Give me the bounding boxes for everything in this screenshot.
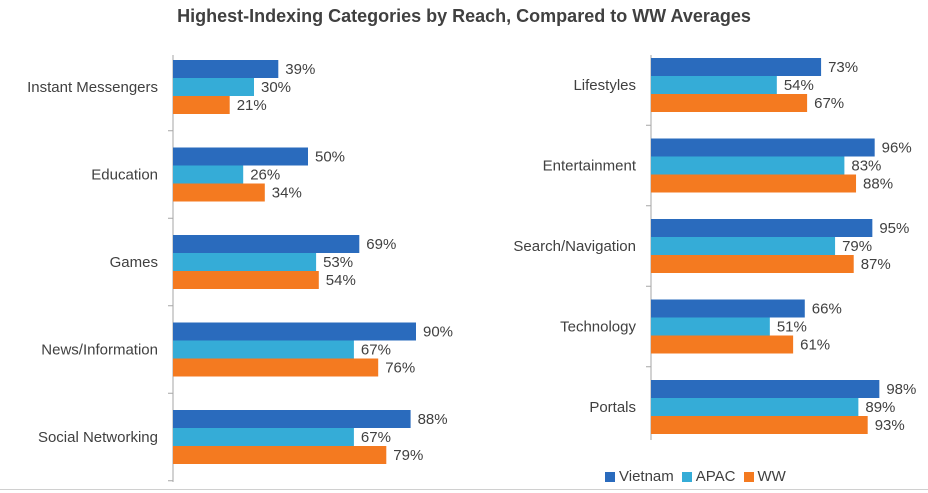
bar-social-networking-apac	[173, 428, 354, 446]
legend-item-vietnam: Vietnam	[605, 468, 674, 485]
category-label-instant-messengers: Instant Messengers	[27, 79, 158, 96]
value-label-lifestyles-apac: 54%	[784, 77, 814, 94]
bar-technology-vietnam	[651, 299, 805, 318]
bar-search-navigation-vietnam	[651, 219, 873, 237]
bar-news-information-ww	[173, 358, 379, 377]
value-label-games-ww: 54%	[326, 272, 356, 289]
legend-swatch-ww	[743, 471, 754, 482]
value-label-lifestyles-ww: 67%	[814, 95, 844, 112]
value-label-search-navigation-apac: 79%	[842, 238, 872, 255]
legend: Vietnam APAC WW	[605, 468, 794, 485]
bar-entertainment-ww	[651, 174, 857, 193]
value-label-instant-messengers-ww: 21%	[237, 97, 267, 114]
bar-lifestyles-vietnam	[651, 58, 822, 76]
bar-games-vietnam	[173, 235, 360, 253]
value-label-news-information-vietnam: 90%	[423, 324, 453, 341]
value-label-search-navigation-vietnam: 95%	[879, 220, 909, 237]
legend-label-ww: WW	[757, 468, 786, 485]
category-label-portals: Portals	[589, 399, 636, 416]
value-label-instant-messengers-apac: 30%	[261, 79, 291, 96]
bar-games-apac	[173, 253, 317, 271]
legend-label-vietnam: Vietnam	[619, 468, 674, 485]
bottom-divider	[0, 489, 928, 490]
bar-portals-vietnam	[651, 380, 880, 398]
bar-technology-ww	[651, 335, 794, 354]
bar-news-information-vietnam	[173, 322, 416, 341]
category-label-games: Games	[110, 254, 158, 271]
value-label-portals-apac: 89%	[865, 399, 895, 416]
legend-item-ww: WW	[743, 468, 786, 485]
value-label-social-networking-ww: 79%	[393, 447, 423, 464]
bar-education-vietnam	[173, 147, 308, 166]
legend-swatch-apac	[681, 471, 692, 482]
category-label-social-networking: Social Networking	[38, 429, 158, 446]
bar-entertainment-apac	[651, 156, 845, 175]
bar-lifestyles-ww	[651, 94, 808, 112]
value-label-education-ww: 34%	[272, 185, 302, 202]
category-label-education: Education	[91, 167, 158, 184]
value-label-portals-ww: 93%	[875, 417, 905, 434]
value-label-lifestyles-vietnam: 73%	[828, 59, 858, 76]
value-label-entertainment-vietnam: 96%	[882, 140, 912, 157]
category-label-lifestyles: Lifestyles	[573, 77, 636, 94]
bar-education-ww	[173, 183, 265, 202]
value-label-portals-vietnam: 98%	[886, 381, 916, 398]
bar-technology-apac	[651, 317, 770, 336]
chart-title: Highest-Indexing Categories by Reach, Co…	[177, 6, 751, 26]
legend-item-apac: APAC	[681, 468, 736, 485]
bar-lifestyles-apac	[651, 76, 777, 94]
value-label-social-networking-vietnam: 88%	[418, 411, 448, 428]
category-label-technology: Technology	[560, 319, 636, 336]
bar-news-information-apac	[173, 340, 354, 359]
legend-swatch-vietnam	[605, 471, 615, 482]
bar-portals-ww	[651, 416, 868, 434]
category-label-entertainment: Entertainment	[543, 158, 637, 175]
value-label-education-apac: 26%	[250, 167, 280, 184]
bar-search-navigation-ww	[651, 255, 854, 273]
value-label-social-networking-apac: 67%	[361, 429, 391, 446]
value-label-education-vietnam: 50%	[315, 149, 345, 166]
value-label-news-information-ww: 76%	[385, 360, 415, 377]
category-label-news-information: News/Information	[41, 342, 158, 359]
bar-entertainment-vietnam	[651, 138, 875, 157]
value-label-entertainment-apac: 83%	[851, 158, 881, 175]
value-label-games-vietnam: 69%	[366, 236, 396, 253]
bar-search-navigation-apac	[651, 237, 836, 255]
value-label-technology-ww: 61%	[800, 337, 830, 354]
bar-portals-apac	[651, 398, 859, 416]
value-label-entertainment-ww: 88%	[863, 176, 893, 193]
value-label-news-information-apac: 67%	[361, 342, 391, 359]
bar-instant-messengers-ww	[173, 96, 230, 114]
value-label-games-apac: 53%	[323, 254, 353, 271]
value-label-technology-vietnam: 66%	[812, 301, 842, 318]
legend-label-apac: APAC	[695, 468, 736, 485]
bar-social-networking-vietnam	[173, 410, 411, 428]
bar-instant-messengers-vietnam	[173, 60, 279, 78]
bar-games-ww	[173, 271, 319, 289]
bar-education-apac	[173, 165, 244, 184]
value-label-search-navigation-ww: 87%	[861, 256, 891, 273]
bar-instant-messengers-apac	[173, 78, 254, 96]
bar-social-networking-ww	[173, 446, 387, 464]
value-label-technology-apac: 51%	[777, 319, 807, 336]
value-label-instant-messengers-vietnam: 39%	[285, 61, 315, 78]
category-label-search-navigation: Search/Navigation	[513, 238, 636, 255]
